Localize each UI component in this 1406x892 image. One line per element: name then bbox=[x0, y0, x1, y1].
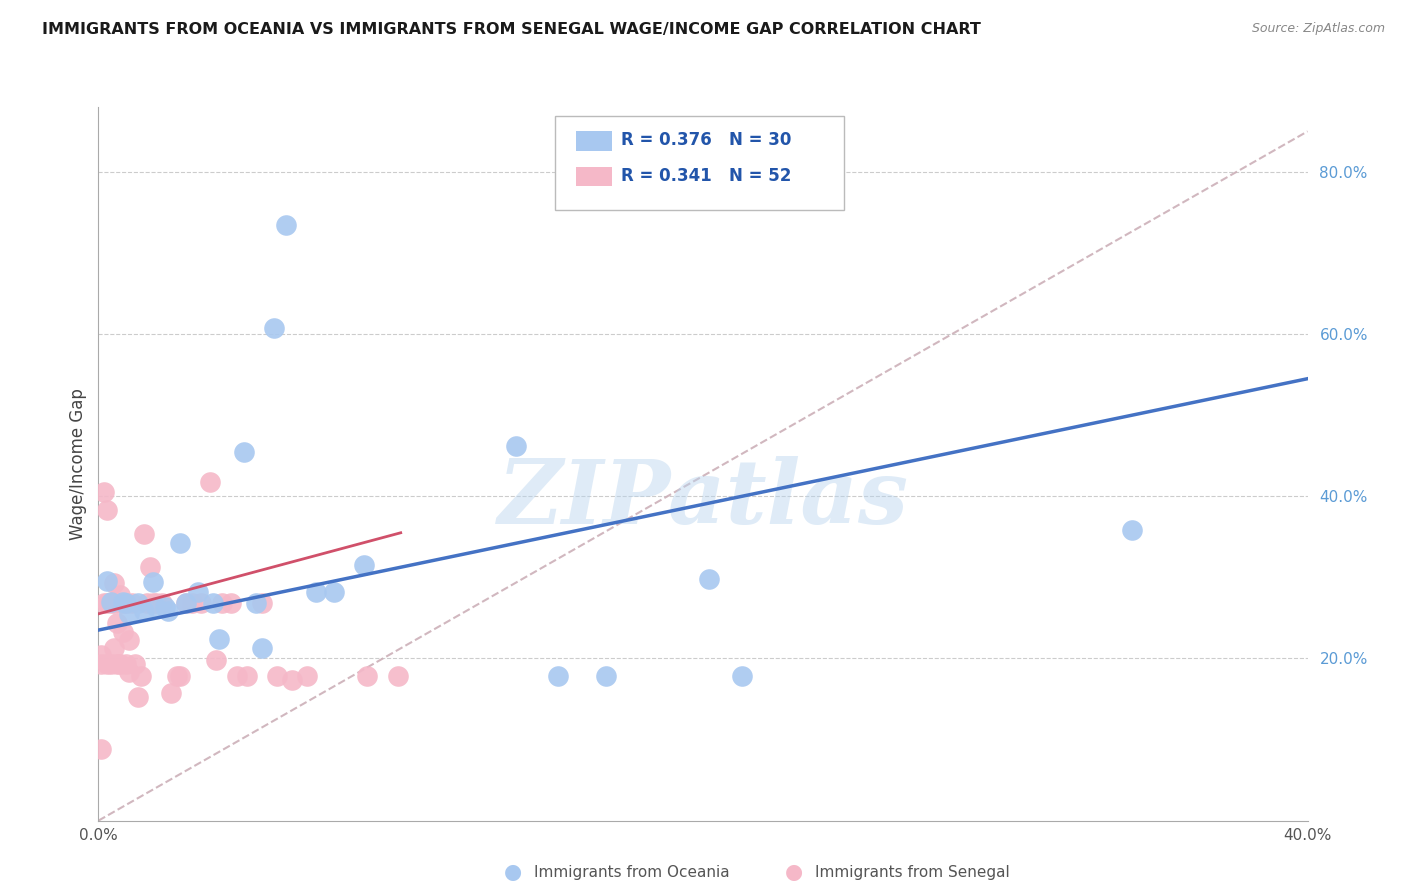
Point bbox=[142, 596, 165, 610]
Point bbox=[250, 596, 273, 610]
Point bbox=[111, 596, 134, 610]
Text: R = 0.341   N = 52: R = 0.341 N = 52 bbox=[621, 167, 792, 185]
Point bbox=[697, 572, 720, 586]
Point bbox=[118, 607, 141, 621]
Point bbox=[323, 585, 346, 599]
Point bbox=[150, 596, 173, 610]
Point bbox=[100, 596, 122, 610]
Point bbox=[153, 600, 176, 615]
Point bbox=[200, 475, 222, 489]
Point bbox=[145, 600, 167, 615]
Point bbox=[139, 559, 162, 574]
Text: R = 0.376   N = 30: R = 0.376 N = 30 bbox=[621, 131, 792, 149]
Point bbox=[281, 673, 304, 688]
Point bbox=[211, 596, 233, 610]
Point bbox=[169, 536, 191, 550]
Text: ●: ● bbox=[505, 863, 522, 882]
Point bbox=[100, 657, 122, 672]
Point bbox=[353, 558, 375, 573]
Point bbox=[100, 595, 122, 609]
Point bbox=[127, 596, 149, 610]
Point bbox=[103, 640, 125, 655]
Point bbox=[111, 624, 134, 639]
Point bbox=[245, 596, 267, 610]
Point bbox=[103, 596, 125, 610]
Text: Immigrants from Oceania: Immigrants from Oceania bbox=[534, 865, 730, 880]
Y-axis label: Wage/Income Gap: Wage/Income Gap bbox=[69, 388, 87, 540]
Point bbox=[142, 575, 165, 590]
Point bbox=[505, 439, 527, 453]
Text: ZIPatlas: ZIPatlas bbox=[498, 457, 908, 542]
Point bbox=[96, 596, 118, 610]
Point bbox=[118, 632, 141, 647]
Point bbox=[595, 669, 617, 683]
Point bbox=[156, 604, 179, 618]
Point bbox=[108, 657, 131, 672]
Point bbox=[202, 596, 225, 610]
Point bbox=[127, 690, 149, 704]
Point bbox=[103, 576, 125, 591]
Point bbox=[135, 596, 157, 610]
Point bbox=[108, 596, 131, 610]
Text: Immigrants from Senegal: Immigrants from Senegal bbox=[815, 865, 1011, 880]
Point bbox=[160, 685, 183, 699]
Point bbox=[208, 632, 231, 646]
Point bbox=[166, 669, 188, 683]
Point bbox=[114, 657, 136, 672]
Point bbox=[387, 669, 409, 683]
Point bbox=[132, 604, 155, 618]
Point bbox=[132, 527, 155, 541]
Point bbox=[181, 596, 204, 610]
Point bbox=[547, 669, 569, 683]
Point bbox=[1121, 524, 1143, 538]
Point bbox=[174, 596, 197, 610]
Point bbox=[93, 485, 115, 500]
Point bbox=[187, 585, 209, 599]
Point bbox=[90, 648, 112, 663]
Point bbox=[221, 596, 243, 610]
Point bbox=[356, 669, 378, 683]
Point bbox=[105, 615, 128, 630]
Point bbox=[96, 657, 118, 672]
Point bbox=[226, 669, 249, 683]
Point bbox=[90, 657, 112, 672]
Point bbox=[114, 596, 136, 610]
Point bbox=[295, 669, 318, 683]
Point bbox=[190, 596, 212, 610]
Point bbox=[731, 669, 754, 683]
Point bbox=[129, 669, 152, 683]
Point bbox=[111, 595, 134, 609]
Point bbox=[305, 585, 328, 599]
Point bbox=[174, 596, 197, 610]
Point bbox=[121, 596, 143, 610]
Point bbox=[90, 742, 112, 756]
Point bbox=[274, 218, 297, 232]
Text: IMMIGRANTS FROM OCEANIA VS IMMIGRANTS FROM SENEGAL WAGE/INCOME GAP CORRELATION C: IMMIGRANTS FROM OCEANIA VS IMMIGRANTS FR… bbox=[42, 22, 981, 37]
Point bbox=[114, 596, 136, 610]
Point bbox=[124, 657, 146, 672]
Point bbox=[96, 574, 118, 589]
Point bbox=[263, 320, 285, 334]
Point bbox=[96, 503, 118, 517]
Point bbox=[93, 596, 115, 610]
Point bbox=[108, 588, 131, 602]
Point bbox=[205, 653, 228, 667]
Point bbox=[105, 657, 128, 672]
Point bbox=[145, 596, 167, 610]
Text: Source: ZipAtlas.com: Source: ZipAtlas.com bbox=[1251, 22, 1385, 36]
Point bbox=[232, 444, 254, 458]
Point bbox=[169, 669, 191, 683]
Point bbox=[266, 669, 288, 683]
Text: ●: ● bbox=[786, 863, 803, 882]
Point bbox=[235, 669, 257, 683]
Point bbox=[250, 640, 273, 655]
Point bbox=[118, 665, 141, 680]
